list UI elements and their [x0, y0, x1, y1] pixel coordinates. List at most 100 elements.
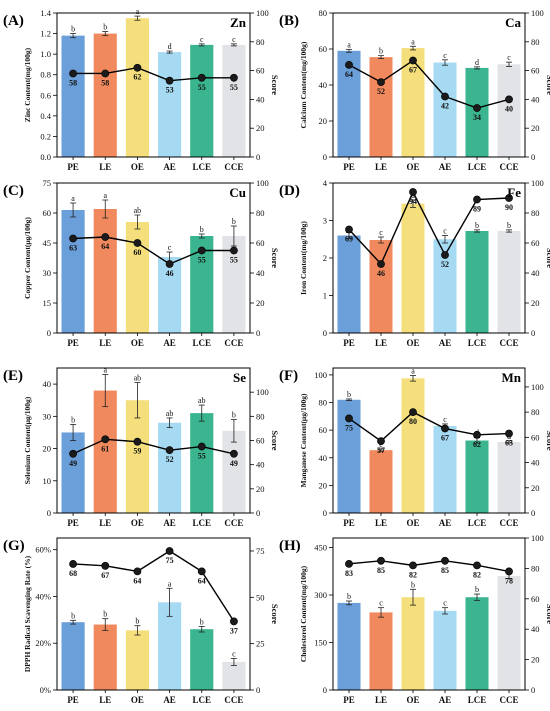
y2-tick-label: 75	[256, 546, 265, 556]
y2-axis-title: Score	[270, 248, 280, 268]
x-tick-label: PE	[343, 338, 355, 348]
x-tick-label: PE	[67, 162, 79, 172]
x-tick-label: OE	[131, 338, 144, 348]
x-tick-label: PE	[67, 518, 79, 528]
significance-letter: b	[103, 23, 107, 32]
significance-letter: b	[232, 217, 236, 226]
bar-ae	[158, 52, 182, 158]
score-point	[165, 547, 174, 555]
score-label: 64	[133, 576, 141, 585]
score-label: 67	[441, 434, 449, 443]
plot-frame	[332, 367, 526, 514]
bar-oe	[125, 400, 149, 513]
score-point	[133, 239, 142, 247]
score-point	[230, 73, 238, 82]
y2-tick-label: 40	[531, 624, 540, 634]
x-tick-label: AE	[439, 518, 452, 528]
score-point	[409, 56, 417, 65]
y-tick-label: 20	[319, 480, 328, 490]
bar-pe	[61, 35, 85, 157]
score-point	[197, 246, 206, 255]
panel-label: (A)	[3, 13, 24, 29]
score-label: 67	[101, 571, 109, 580]
bar-lce	[190, 629, 214, 690]
y-axis-title: Cholesterol Content(mg/100g)	[299, 565, 308, 662]
x-tick-label: AE	[439, 338, 452, 348]
y-tick-label: 0	[323, 328, 327, 338]
y2-tick-label: 60	[531, 238, 540, 248]
panel-label: (D)	[279, 183, 300, 199]
y-tick-label: 0.0	[40, 152, 51, 162]
x-tick-label: PE	[343, 518, 355, 528]
score-label: 85	[441, 566, 449, 575]
x-tick-label: LE	[375, 338, 387, 348]
score-point	[377, 437, 385, 446]
significance-letter: b	[200, 225, 204, 234]
significance-letter: c	[200, 35, 204, 44]
plot-frame	[56, 12, 251, 158]
y2-tick-label: 100	[256, 178, 269, 188]
score-point	[69, 234, 77, 243]
x-tick-label: LE	[375, 518, 387, 528]
element-label: Cu	[229, 185, 246, 200]
y-tick-label: 0	[323, 508, 327, 518]
x-tick-label: LCE	[192, 162, 211, 172]
x-tick-label: LE	[99, 695, 111, 705]
bar-pe	[337, 235, 361, 333]
score-label: 40	[505, 104, 513, 113]
bar-cce	[497, 576, 521, 690]
score-label: 82	[409, 570, 417, 579]
score-point	[230, 617, 238, 626]
score-line	[348, 59, 510, 109]
score-point	[69, 560, 77, 568]
score-point	[473, 561, 481, 570]
y2-tick-label: 40	[531, 458, 540, 468]
y-axis-title: Iron Content(mg/100g)	[299, 221, 308, 295]
bar-lce	[190, 44, 214, 158]
significance-letter: b	[200, 617, 204, 626]
panel-label: (F)	[279, 368, 298, 384]
y2-tick-label: 20	[256, 484, 265, 494]
score-point	[345, 60, 353, 69]
score-label: 60	[133, 248, 141, 257]
score-point	[345, 225, 353, 234]
bar-cce	[497, 231, 521, 333]
y2-tick-label: 100	[531, 178, 544, 188]
y2-tick-label: 100	[531, 533, 544, 543]
score-label: 62	[473, 440, 481, 449]
score-point	[377, 260, 385, 268]
y2-tick-label: 0	[256, 328, 260, 338]
score-point	[345, 414, 353, 423]
y-tick-label: 10	[43, 476, 52, 486]
score-label: 55	[198, 83, 206, 92]
score-label: 69	[345, 235, 353, 244]
score-point	[69, 449, 77, 458]
x-tick-label: OE	[406, 338, 419, 348]
bar-cce	[222, 44, 246, 158]
score-label: 64	[198, 576, 206, 585]
score-label: 42	[441, 102, 449, 111]
y-tick-label: 4	[323, 178, 328, 188]
bar-ae	[433, 426, 457, 513]
y-tick-label: 1	[323, 291, 327, 301]
bar-lce	[465, 67, 489, 157]
y-tick-label: 40	[319, 453, 328, 463]
chart-panel-8: bcbcba8385828582780150300450020406080100…	[279, 533, 550, 705]
y-tick-label: 100	[314, 370, 327, 380]
score-point	[133, 567, 142, 576]
score-label: 64	[101, 242, 109, 251]
bar-pe	[61, 210, 85, 333]
y-tick-label: 20	[43, 444, 52, 454]
y2-tick-label: 0	[256, 685, 260, 695]
significance-letter: c	[232, 649, 236, 658]
x-tick-label: CCE	[499, 162, 518, 172]
score-point	[101, 233, 110, 241]
y2-tick-label: 20	[531, 483, 540, 493]
plot-frame	[332, 12, 526, 158]
significance-letter: c	[443, 51, 447, 60]
score-label: 52	[166, 455, 174, 464]
significance-letter: a	[103, 191, 107, 200]
x-tick-label: PE	[67, 338, 79, 348]
score-point	[101, 69, 110, 78]
score-label: 80	[409, 417, 417, 426]
